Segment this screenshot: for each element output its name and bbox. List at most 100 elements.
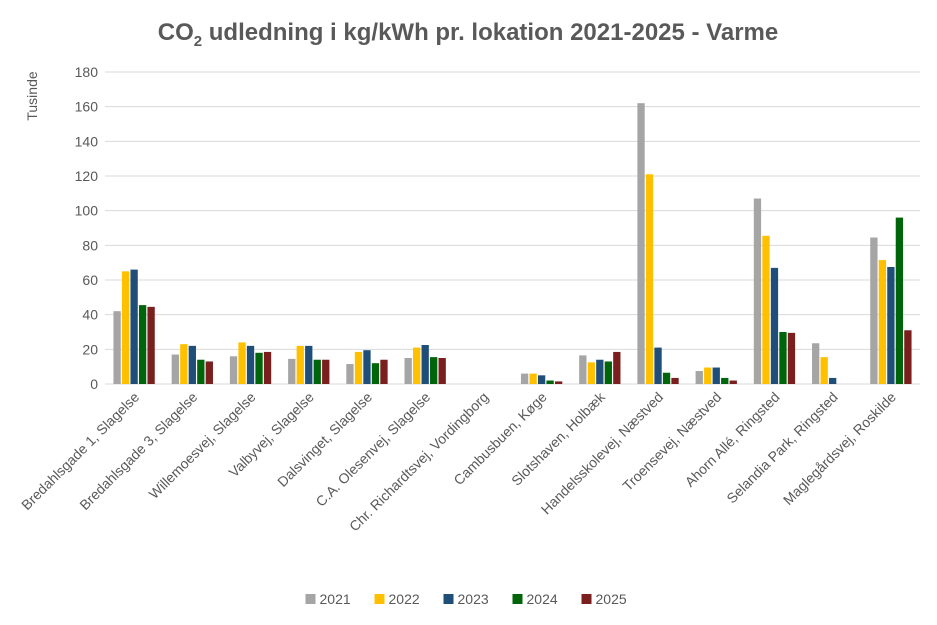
bar-2025 — [147, 306, 155, 384]
bar-2024 — [138, 305, 147, 384]
x-tick-label: Selandia Park, Ringsted — [723, 389, 841, 507]
bar-2021 — [346, 364, 354, 384]
bars — [113, 103, 912, 384]
bar-2024 — [721, 377, 729, 384]
bar-2021 — [520, 373, 529, 384]
y-tick-label: 20 — [82, 341, 98, 357]
y-tick-label: 120 — [75, 168, 99, 184]
bar-2023 — [712, 367, 720, 384]
bar-2022 — [762, 235, 770, 384]
bar-2025 — [322, 359, 330, 384]
bar-2022 — [354, 351, 363, 384]
bar-2024 — [430, 357, 438, 384]
bar-2023 — [305, 345, 313, 384]
bar-2025 — [380, 359, 388, 384]
x-tick-label: Willemoesvej, Slagelse — [146, 389, 259, 502]
y-tick-label: 80 — [82, 237, 98, 253]
bar-2025 — [205, 361, 213, 384]
y-tick-label: 100 — [75, 203, 99, 219]
bar-2023 — [130, 269, 138, 384]
bar-2024 — [546, 380, 554, 384]
bar-2025 — [554, 381, 563, 384]
y-tick-label: 140 — [75, 133, 99, 149]
legend: 2021 2022 2023 2024 2025 — [305, 591, 627, 607]
x-tick-label: Troensevej, Næstved — [619, 389, 724, 494]
legend-swatch-2023 — [443, 594, 454, 604]
bar-2021 — [404, 358, 412, 384]
bar-2022 — [296, 345, 304, 384]
legend-swatch-2024 — [512, 594, 523, 604]
bar-2021 — [288, 358, 296, 384]
bar-2023 — [537, 375, 546, 384]
x-tick-label: Maglegårdsvej, Roskilde — [780, 389, 899, 508]
bar-2024 — [662, 372, 671, 384]
chart-title: CO2 udledning i kg/kWh pr. lokation 2021… — [158, 19, 779, 50]
x-tick-label: Bredahlsgade 1, Slagelse — [18, 389, 142, 513]
y-tick-label: 180 — [75, 64, 99, 80]
bar-2022 — [878, 260, 887, 384]
bar-2021 — [579, 355, 587, 384]
bar-2021 — [812, 343, 820, 384]
y-tick-labels: 0 20 40 60 80 100 120 140 160 180 — [75, 64, 99, 392]
bar-2024 — [895, 217, 904, 384]
bar-2022 — [413, 347, 421, 384]
bar-2025 — [904, 330, 912, 384]
bar-2022 — [121, 271, 130, 384]
y-tick-label: 0 — [90, 376, 98, 392]
bar-2022 — [645, 174, 654, 384]
bar-2021 — [753, 198, 762, 384]
chart-title-subscript: 2 — [194, 33, 202, 50]
y-tick-label: 160 — [75, 99, 99, 115]
bar-2023 — [421, 345, 429, 384]
bar-2023 — [829, 377, 837, 384]
bar-2025 — [787, 332, 796, 384]
bar-2021 — [637, 103, 645, 384]
bar-2021 — [171, 354, 179, 384]
chart-title-rest: udledning i kg/kWh pr. lokation 2021-202… — [202, 19, 778, 46]
x-tick-label: Handelsskolevej, Næstved — [538, 389, 667, 518]
y-tick-label: 40 — [82, 307, 98, 323]
bar-2021 — [870, 237, 878, 384]
bar-2022 — [704, 367, 712, 384]
gridlines — [105, 71, 920, 385]
bar-2025 — [613, 351, 621, 384]
bar-2024 — [779, 332, 787, 384]
x-tick-label: C.A. Olesenvej, Slagelse — [312, 389, 433, 510]
legend-swatch-2022 — [374, 594, 385, 604]
bar-2023 — [887, 267, 895, 384]
y-axis-label: Tusinde — [24, 71, 40, 121]
bar-2023 — [770, 267, 779, 384]
bar-2022 — [529, 373, 537, 384]
legend-swatch-2025 — [581, 594, 592, 604]
legend-label-2025: 2025 — [596, 591, 627, 607]
bar-2024 — [197, 359, 205, 384]
bar-2023 — [363, 350, 371, 384]
y-tick-label: 60 — [82, 272, 98, 288]
bar-2021 — [229, 356, 238, 384]
legend-swatch-2021 — [305, 594, 316, 604]
bar-2023 — [188, 345, 196, 384]
bar-2022 — [180, 344, 188, 384]
bar-2022 — [587, 362, 595, 384]
bar-2022 — [820, 357, 828, 384]
bar-2025 — [671, 377, 679, 384]
x-tick-label: Bredahlsgade 3, Slagelse — [76, 389, 200, 513]
bar-2024 — [255, 352, 263, 384]
bar-2022 — [238, 342, 246, 384]
bar-2025 — [729, 380, 737, 384]
bar-2024 — [313, 359, 321, 384]
bar-2025 — [438, 358, 446, 384]
legend-label-2024: 2024 — [527, 591, 558, 607]
legend-label-2023: 2023 — [458, 591, 489, 607]
bar-2021 — [113, 311, 121, 384]
bar-2024 — [604, 361, 612, 384]
bar-2025 — [263, 351, 272, 384]
legend-label-2022: 2022 — [389, 591, 420, 607]
bar-2023 — [596, 359, 604, 384]
legend-label-2021: 2021 — [320, 591, 351, 607]
bar-2021 — [695, 371, 703, 384]
bar-2024 — [371, 363, 380, 384]
bar-2023 — [654, 347, 662, 384]
